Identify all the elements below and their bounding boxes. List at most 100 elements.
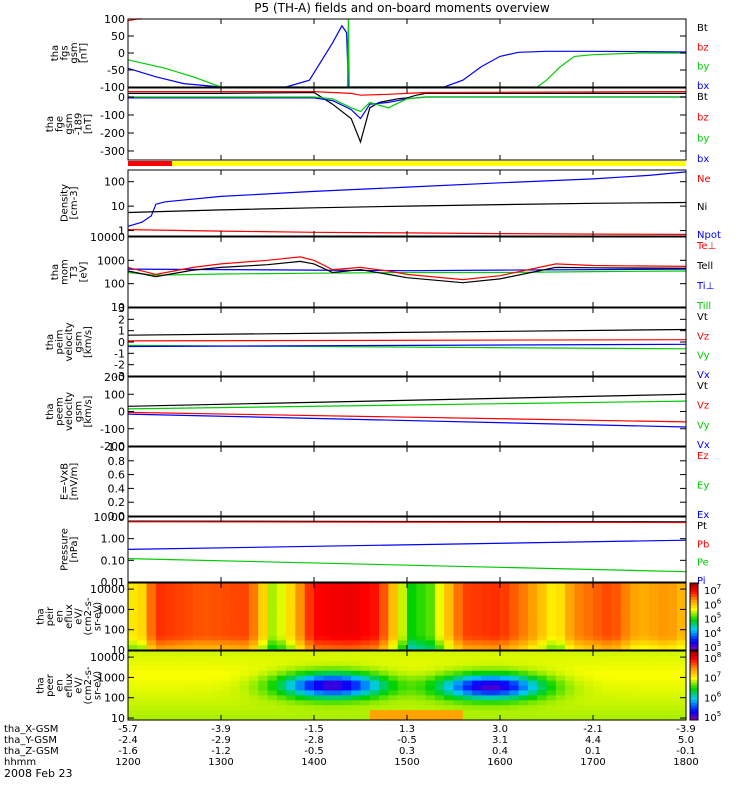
spectrogram-cell (388, 695, 399, 701)
spectrogram-cell (565, 665, 575, 672)
panel-velocity2: 2001000-100-200thapeemvelocitygsm[km/s]V… (45, 371, 710, 453)
spectrogram-cell (128, 645, 138, 651)
spectrogram-cell (174, 640, 185, 646)
spectrogram-cell (555, 597, 566, 603)
spectrogram-cell (500, 635, 510, 642)
spectrogram-cell (267, 680, 278, 687)
spectrogram-cell (453, 651, 464, 657)
spectrogram-cell (211, 635, 222, 642)
spectrogram-cell (239, 710, 250, 716)
spectrogram-cell (574, 597, 585, 603)
spectrogram-cell (314, 645, 324, 651)
spectrogram-cell (369, 645, 380, 651)
spectrogram-cell (639, 700, 650, 706)
spectrogram-cell (472, 665, 482, 672)
spectrogram-cell (341, 670, 352, 677)
spectrogram-cell (248, 675, 259, 682)
spectrogram-cell (444, 587, 455, 594)
ylabel-line: velocity (64, 392, 75, 431)
spectrogram-cell (323, 621, 334, 627)
spectrogram-cell (146, 685, 157, 692)
spectrogram-cell (146, 630, 157, 637)
spectrogram-cell (286, 715, 296, 721)
ylabel-line: tha (36, 677, 47, 693)
spectrogram-cell (155, 602, 166, 608)
spectrogram-cell (462, 602, 473, 608)
spectrogram-cell (341, 597, 352, 603)
spectrogram-cell (146, 651, 157, 657)
spectrogram-cell (341, 655, 352, 662)
spectrogram-cell (434, 715, 445, 721)
spectrogram-cell (128, 685, 138, 692)
spectrogram-cell (546, 700, 557, 706)
spectrogram-cell (267, 710, 278, 716)
spectrogram-cell (583, 630, 594, 637)
spectrogram-cell (407, 660, 417, 667)
spectrogram-cell (537, 680, 548, 687)
spectrogram-cell (416, 710, 427, 716)
ylabel-line: [km/s] (83, 395, 94, 427)
spectrogram-cell (183, 690, 194, 696)
legend-entry: Ti⊥ (696, 281, 714, 292)
spectrogram-cell (304, 695, 315, 701)
ytick-label: 1.0 (108, 441, 126, 454)
spectrogram-cell (639, 651, 650, 657)
spectrogram-cell (518, 651, 529, 657)
spectrogram-cell (314, 611, 324, 618)
spectrogram-cell (537, 690, 548, 696)
spectrogram-cell (258, 635, 269, 642)
spectrogram-cell (509, 602, 520, 608)
spectrogram-cell (667, 695, 678, 701)
spectrogram-cell (360, 675, 371, 682)
spectrogram-cell (667, 685, 678, 692)
spectrogram-cell (341, 592, 352, 598)
spectrogram-cell (593, 611, 603, 618)
spectrogram-cell (518, 597, 529, 603)
spectrogram-cell (472, 640, 482, 646)
spectrogram-cell (369, 690, 380, 696)
spectrogram-cell (565, 715, 575, 721)
spectrogram-cell (509, 611, 520, 618)
spectrogram-cell (593, 602, 603, 608)
spectrogram-cell (611, 611, 622, 618)
legend-entry: Vx (697, 370, 710, 381)
spectrogram-cell (518, 695, 529, 701)
spectrogram-cell (397, 655, 408, 662)
spectrogram-cell (500, 640, 510, 646)
spectrogram-cell (490, 611, 501, 618)
spectrogram-cell (230, 660, 241, 667)
spectrogram-cell (351, 690, 362, 696)
spectrogram-cell (611, 690, 622, 696)
x-axis-value: 1.3 (399, 724, 415, 735)
spectrogram-cell (174, 602, 185, 608)
spectrogram-cell (221, 685, 231, 692)
spectrogram-cell (658, 626, 668, 632)
spectrogram-cell (258, 592, 269, 598)
spectrogram-cell (407, 626, 417, 632)
spectrogram-cell (193, 587, 203, 594)
spectrogram-cell (667, 690, 678, 696)
spectrogram-cell (369, 665, 380, 672)
date-label: 2008 Feb 23 (4, 767, 72, 780)
spectrogram-cell (481, 690, 492, 696)
spectrogram-cell (221, 621, 231, 627)
spectrogram-cell (602, 680, 613, 687)
spectrogram-cell (314, 606, 324, 613)
spectrogram-cell (137, 606, 148, 613)
spectrogram-cell (667, 606, 678, 613)
spectrogram-cell (481, 592, 492, 598)
spectrogram-cell (360, 700, 371, 706)
spectrogram-cell (490, 675, 501, 682)
spectrogram-cell (379, 640, 389, 646)
spectrogram-cell (490, 705, 501, 711)
spectrogram-cell (221, 705, 231, 711)
spectrogram-cell (658, 635, 668, 642)
spectrogram-cell (211, 685, 222, 692)
spectrogram-peir (128, 583, 687, 651)
ylabel-line: peir (45, 606, 56, 626)
spectrogram-cell (137, 621, 148, 627)
spectrogram-cell (425, 621, 436, 627)
spectrogram-cell (658, 583, 668, 589)
spectrogram-cell (620, 700, 631, 706)
series-line-velocity2 (127, 411, 687, 423)
